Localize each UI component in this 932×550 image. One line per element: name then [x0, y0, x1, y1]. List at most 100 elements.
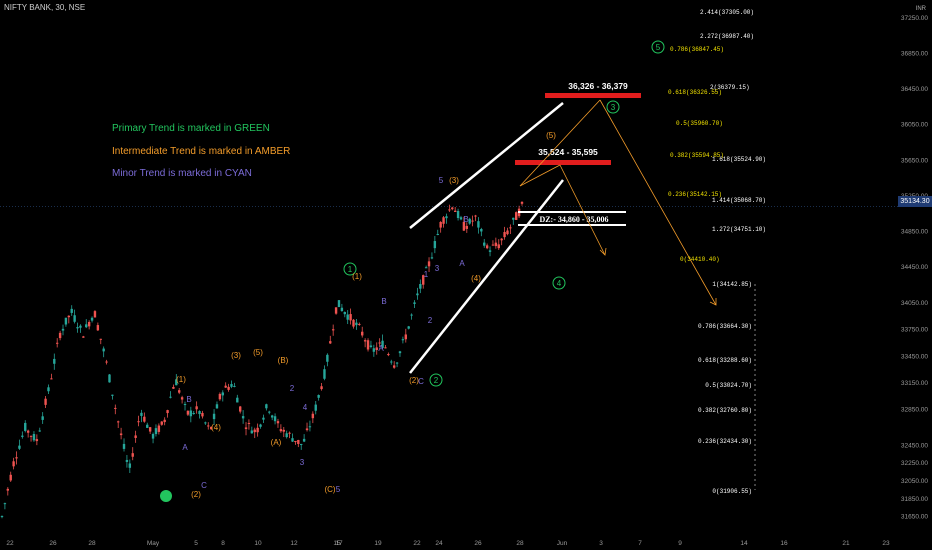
target-zone-upper	[545, 93, 641, 98]
candle-body	[212, 413, 216, 420]
x-tick-label: 21	[842, 540, 850, 547]
candle-body	[148, 427, 152, 432]
candle-body	[122, 443, 126, 449]
minor-wave-5: 5	[439, 176, 444, 185]
candle-body	[70, 308, 73, 313]
candle-body	[349, 314, 352, 321]
candle-body	[279, 429, 283, 432]
candle-body	[422, 275, 425, 285]
channel-upper-line	[409, 102, 564, 229]
minor-wave-2: 2	[428, 316, 433, 325]
x-tick-label: 14	[740, 540, 748, 547]
candle-body	[276, 421, 280, 424]
x-tick-label: Jun	[557, 540, 568, 547]
candle-body	[166, 410, 169, 414]
current-price-tag: 35134.30	[898, 196, 932, 207]
candle-body	[294, 440, 297, 443]
candle-body	[111, 394, 114, 396]
minor-wave-5b: 5	[336, 485, 341, 494]
y-tick-label: 31850.00	[901, 496, 928, 503]
candle-body	[369, 345, 373, 348]
candle-body	[108, 374, 111, 383]
candle-body	[323, 369, 326, 379]
minor-wave-c3: C	[201, 481, 207, 490]
y-tick-label: 33450.00	[901, 353, 928, 360]
candle-body	[424, 267, 428, 269]
candle-body	[41, 416, 44, 420]
candle-body	[407, 326, 410, 329]
candle-body	[488, 250, 492, 252]
candle-body	[114, 407, 117, 409]
candle-body	[337, 300, 341, 308]
candle-body	[291, 438, 294, 442]
legend-intermediate: Intermediate Trend is marked in AMBER	[112, 146, 291, 157]
minor-wave-a: A	[378, 344, 384, 353]
candle-body	[18, 445, 21, 449]
candle-body	[99, 338, 102, 340]
candle-body	[331, 329, 335, 331]
intermediate-wave-b: (B)	[278, 356, 289, 365]
projection-line	[559, 164, 606, 256]
candle-body	[433, 241, 437, 249]
minor-wave-c: C	[418, 377, 424, 386]
candle-body	[102, 348, 105, 352]
x-tick-label: 23	[882, 540, 890, 547]
candle-body	[320, 386, 323, 390]
intermediate-wave-5b: (5)	[253, 348, 263, 357]
x-tick-label: 16	[780, 540, 788, 547]
candle-body	[250, 430, 254, 434]
candle-body	[352, 319, 355, 327]
candle-body	[477, 221, 480, 228]
candle-body	[186, 410, 190, 415]
candle-body	[314, 404, 317, 411]
fib-level-label: 0.5(35960.70)	[676, 120, 723, 127]
fib-level-label: 0(31906.55)	[712, 488, 752, 495]
candle-body	[67, 315, 71, 318]
candle-body	[169, 396, 172, 398]
primary-wave-4-ring	[552, 276, 566, 290]
minor-wave-2b: 2	[290, 384, 295, 393]
candle-body	[442, 217, 445, 224]
candle-body	[288, 432, 291, 434]
candle-body	[239, 406, 242, 412]
fib-level-label: 0.618(33288.60)	[698, 357, 752, 364]
candle-body	[485, 245, 489, 249]
candle-body	[456, 210, 460, 218]
candle-body	[50, 378, 53, 380]
candle-body	[6, 488, 10, 491]
primary-wave-3-ring	[606, 100, 620, 114]
candle-body	[79, 325, 82, 328]
minor-wave-a3: A	[182, 443, 188, 452]
primary-wave-3: 3	[611, 103, 616, 112]
candle-body	[53, 358, 56, 364]
candle-body	[125, 459, 129, 462]
x-tick-label: 24	[435, 540, 443, 547]
y-tick-label: 34850.00	[901, 229, 928, 236]
candle-body	[218, 393, 222, 400]
x-tick-label: 22	[6, 540, 14, 547]
candle-body	[302, 438, 306, 442]
minor-wave-3b: 3	[300, 458, 305, 467]
fib-level-label: 1.618(35524.90)	[712, 156, 766, 163]
x-tick-label: May	[147, 540, 160, 547]
fib-level-label: 0.786(33664.30)	[698, 323, 752, 330]
candle-body	[96, 325, 100, 331]
candle-body	[146, 424, 149, 428]
candle-body	[157, 425, 161, 432]
fib-level-label: 0.382(32760.80)	[698, 407, 752, 414]
y-tick-label: 34050.00	[901, 300, 928, 307]
candle-body	[448, 209, 451, 211]
y-tick-label: 35650.00	[901, 157, 928, 164]
intermediate-wave-4: (4)	[471, 274, 481, 283]
x-tick-label: 12	[290, 540, 298, 547]
candle-body	[514, 212, 518, 220]
intermediate-wave-2: (2)	[409, 376, 419, 385]
candle-body	[459, 217, 463, 220]
candle-body	[361, 331, 364, 336]
candle-body	[160, 421, 163, 425]
x-tick-label: 8	[221, 540, 225, 547]
candle-body	[128, 463, 132, 468]
candle-body	[143, 416, 146, 422]
y-tick-label: 36450.00	[901, 86, 928, 93]
candle-body	[343, 311, 346, 315]
